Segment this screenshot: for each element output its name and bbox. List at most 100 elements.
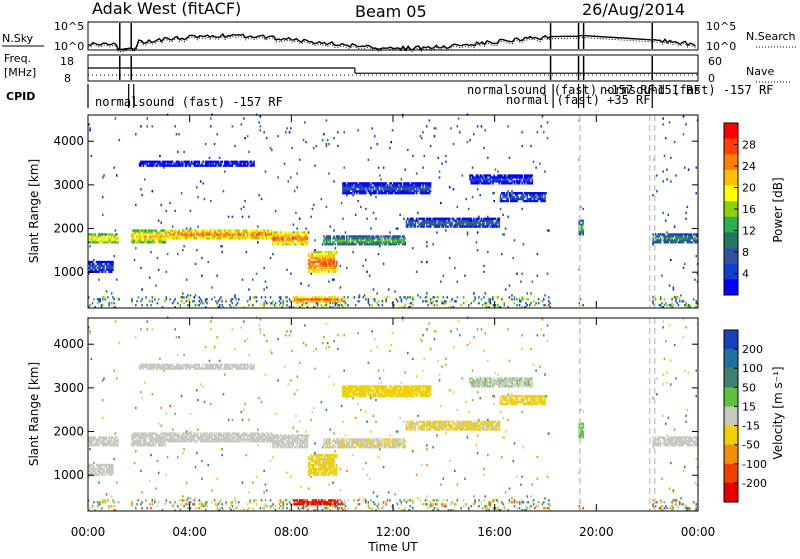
power-cell xyxy=(145,296,147,298)
power-cell xyxy=(178,231,180,233)
power-cell xyxy=(652,296,654,298)
power-cell xyxy=(220,165,222,167)
power-cell xyxy=(440,202,442,204)
velocity-cell xyxy=(152,440,154,442)
power-cell xyxy=(177,253,179,255)
power-cell xyxy=(268,231,270,233)
power-cell xyxy=(155,229,157,231)
power-cell xyxy=(154,296,156,298)
power-cell xyxy=(131,298,133,300)
power-cell xyxy=(164,241,166,243)
power-cell xyxy=(277,135,279,137)
velocity-cell xyxy=(141,491,143,493)
power-cell xyxy=(432,300,434,302)
power-cell xyxy=(676,296,678,298)
power-cell xyxy=(288,180,290,182)
velocity-cell xyxy=(193,438,195,440)
power-cell xyxy=(307,302,309,304)
velocity-cell xyxy=(233,434,235,436)
freq-tick-top: 18 xyxy=(60,55,74,68)
power-cell xyxy=(328,271,330,273)
power-cell xyxy=(313,255,315,257)
power-cell xyxy=(664,304,666,306)
velocity-cell xyxy=(146,366,148,368)
power-cell xyxy=(370,227,372,229)
power-cell xyxy=(141,298,143,300)
power-cell xyxy=(152,125,154,127)
power-cell xyxy=(318,271,320,273)
power-cell xyxy=(365,259,367,261)
power-cell xyxy=(479,178,481,180)
power-cell xyxy=(429,119,431,121)
power-cell xyxy=(374,237,376,239)
velocity-cell xyxy=(241,366,243,368)
velocity-cell xyxy=(261,499,263,501)
power-cell xyxy=(495,168,497,170)
power-cell xyxy=(195,229,197,231)
power-cell xyxy=(235,304,237,306)
power-cell xyxy=(318,253,320,255)
power-cell xyxy=(282,304,284,306)
velocity-cell xyxy=(116,436,118,438)
power-cell xyxy=(424,155,426,157)
power-cell xyxy=(488,224,490,226)
power-cell xyxy=(232,298,234,300)
power-cell xyxy=(106,290,108,292)
power-cell xyxy=(490,302,492,304)
power-cell xyxy=(247,135,249,137)
power-cell xyxy=(265,280,267,282)
power-cell xyxy=(329,235,331,237)
velocity-cell xyxy=(149,503,151,505)
power-cell xyxy=(303,302,305,304)
power-cell xyxy=(532,178,534,180)
power-cell xyxy=(193,235,195,237)
velocity-cell xyxy=(157,505,159,507)
power-cell xyxy=(457,206,459,208)
power-cell xyxy=(354,296,356,298)
power-cell xyxy=(661,302,663,304)
power-cell xyxy=(412,296,414,298)
power-cell xyxy=(318,269,320,271)
power-cell xyxy=(323,235,325,237)
power-cell xyxy=(238,229,240,231)
power-cell xyxy=(303,139,305,141)
velocity-cell xyxy=(215,503,217,505)
power-cell xyxy=(443,275,445,277)
power-cell xyxy=(467,231,469,233)
power-cell xyxy=(467,233,469,235)
power-cell xyxy=(221,161,223,163)
power-cell xyxy=(163,167,165,169)
power-cell xyxy=(256,273,258,275)
power-cell xyxy=(680,294,682,296)
power-cell xyxy=(439,176,441,178)
velocity-cell xyxy=(150,454,152,456)
velocity-cell xyxy=(171,434,173,436)
velocity-cell xyxy=(166,436,168,438)
power-cell xyxy=(215,165,217,167)
power-cell xyxy=(202,300,204,302)
power-cell xyxy=(146,125,148,127)
power-cell xyxy=(280,241,282,243)
velocity-cell xyxy=(172,505,174,507)
power-cell xyxy=(665,137,667,139)
velocity-cell xyxy=(220,440,222,442)
velocity-cell xyxy=(241,411,243,413)
power-cell xyxy=(167,253,169,255)
velocity-cell xyxy=(164,444,166,446)
power-cell xyxy=(309,271,311,273)
power-cell xyxy=(140,300,142,302)
power-cell xyxy=(351,186,353,188)
power-cell xyxy=(497,170,499,172)
power-cell xyxy=(534,198,536,200)
power-cell xyxy=(523,298,525,300)
velocity-cell xyxy=(115,438,117,440)
power-cell xyxy=(191,161,193,163)
power-cell xyxy=(424,218,426,220)
power-cell xyxy=(453,188,455,190)
velocity-cell xyxy=(248,491,250,493)
velocity-cell xyxy=(155,432,157,434)
velocity-cell xyxy=(260,328,262,330)
power-cell xyxy=(401,237,403,239)
power-cell xyxy=(275,302,277,304)
power-cell xyxy=(232,302,234,304)
